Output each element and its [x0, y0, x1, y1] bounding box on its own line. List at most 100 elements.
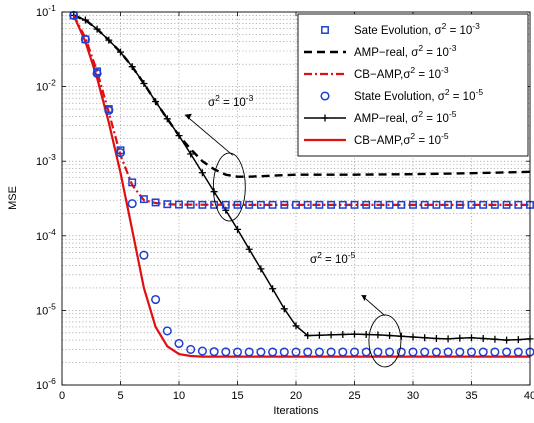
series-4-point-32	[444, 335, 452, 343]
series-0-point-19	[292, 200, 300, 209]
series-3-point-2	[92, 68, 102, 79]
legend-item-0: Sate Evolution, σ2 = 10-3	[321, 21, 480, 37]
series-4-point-20	[304, 332, 312, 340]
series-3-point-1	[80, 34, 90, 44]
series-4	[70, 11, 534, 344]
y-tick-label-0: 10-6	[36, 376, 56, 392]
legend-label-2-exp: -3	[441, 65, 449, 75]
legend-swatch-marker-4	[321, 114, 329, 122]
x-tick-label-6: 30	[407, 390, 419, 402]
legend-swatch-0	[321, 26, 329, 34]
legend-label-3-tail: = 10	[450, 91, 476, 103]
legend-label-1-tail: = 10	[423, 47, 449, 59]
series-0-point-15	[245, 200, 254, 209]
legend-label-5: CB−AMP,σ2 = 10-5	[354, 131, 449, 147]
x-tick-label-0: 0	[59, 390, 65, 402]
series-5	[72, 14, 530, 358]
annotation-ellipse-low	[368, 314, 402, 368]
series-4-point-1	[81, 16, 89, 24]
y-tick-base-5: 10	[36, 7, 48, 19]
y-tick-exp-0: -6	[48, 376, 56, 386]
series-4-point-8	[163, 115, 171, 123]
series-4-point-6	[140, 80, 148, 88]
series-0-point-20	[303, 200, 312, 209]
x-tick-label-2: 10	[173, 390, 185, 402]
series-0-point-36	[490, 200, 499, 209]
series-3-point-29	[408, 347, 418, 357]
legend-label-5-tail: = 10	[415, 135, 441, 147]
series-3-point-31	[431, 347, 441, 357]
legend-label-1-exp: -3	[449, 43, 457, 53]
legend-label-2-main: CB−AMP,σ	[354, 69, 410, 81]
legend-item-1: AMP−real, σ2 = 10-3	[304, 43, 457, 59]
series-4-point-21	[315, 331, 323, 339]
legend-label-4-sup: 2	[418, 109, 423, 119]
series-3-point-23	[338, 347, 348, 357]
series-3-point-33	[455, 347, 465, 357]
legend-label-5-exp: -5	[441, 131, 449, 141]
series-0-point-38	[514, 200, 523, 209]
series-3-point-4	[115, 148, 126, 158]
legend-label-5-main: CB−AMP,σ	[354, 135, 410, 147]
series-3-point-26	[373, 347, 383, 357]
series-0-point-23	[338, 200, 347, 209]
annotation-arrowhead-low	[361, 295, 367, 302]
series-4-point-33	[456, 334, 464, 342]
series-4-point-29	[409, 333, 417, 341]
y-tick-base-4: 10	[36, 82, 48, 94]
series-0-point-12	[210, 200, 219, 209]
legend-label-4-exp: -5	[449, 109, 457, 119]
legend-item-4: AMP−real, σ2 = 10-5	[304, 109, 457, 125]
series-0-point-5	[128, 178, 137, 187]
legend-label-0: Sate Evolution, σ2 = 10-3	[354, 21, 480, 37]
y-tick-base-2: 10	[36, 231, 48, 243]
series-3-point-20	[303, 347, 313, 357]
legend-label-1-sup: 2	[418, 43, 423, 53]
series-0-point-24	[350, 200, 359, 209]
x-axis-label: Iterations	[273, 405, 319, 417]
series-4-point-5	[128, 63, 136, 71]
legend-item-2: CB−AMP,σ2 = 10-3	[304, 65, 449, 81]
legend-label-1: AMP−real, σ2 = 10-3	[354, 43, 457, 59]
annotation-arrowhead-high	[184, 113, 192, 120]
legend-item-3: State Evolution, σ2 = 10-5	[320, 87, 483, 103]
series-0-point-14	[233, 200, 242, 209]
series-0-point-25	[362, 200, 371, 209]
series-4-line	[73, 14, 531, 341]
series-3-point-28	[396, 347, 406, 357]
legend-label-3: State Evolution, σ2 = 10-5	[354, 87, 483, 103]
series-4-point-14	[234, 225, 241, 233]
series-4-point-17	[269, 285, 277, 293]
series-3-point-21	[314, 347, 324, 357]
legend-swatch-3	[320, 91, 330, 101]
series-4-point-9	[175, 132, 183, 140]
annotation-label-high-main: σ	[208, 97, 215, 109]
series-0-point-35	[479, 200, 488, 209]
series-0-point-33	[455, 200, 464, 209]
series-4-point-27	[386, 332, 394, 340]
series-3-point-3	[104, 105, 114, 115]
series-4-point-26	[374, 331, 382, 339]
series-3-point-32	[443, 347, 453, 357]
annotation-label-high-exp: -3	[246, 93, 254, 103]
series-layer	[69, 10, 534, 358]
x-tick-label-1: 5	[117, 390, 123, 402]
y-tick-label-5: 10-1	[36, 3, 56, 19]
legend-label-1-main: AMP−real, σ	[354, 47, 418, 59]
series-3-point-27	[385, 347, 395, 357]
legend-label-3-main: State Evolution, σ	[354, 91, 445, 103]
series-3-point-16	[256, 347, 266, 357]
series-4-point-36	[491, 335, 499, 343]
legend-label-3-sup: 2	[445, 87, 450, 97]
series-4-point-15	[245, 245, 253, 253]
series-0-point-10	[186, 200, 195, 209]
y-tick-base-1: 10	[36, 305, 48, 317]
series-3-point-9	[174, 338, 184, 349]
y-tick-label-4: 10-2	[36, 78, 56, 94]
series-0-point-31	[432, 200, 441, 209]
y-tick-base-0: 10	[36, 380, 48, 392]
legend-label-3-exp: -5	[475, 87, 483, 97]
legend-label-0-sup: 2	[442, 21, 447, 31]
